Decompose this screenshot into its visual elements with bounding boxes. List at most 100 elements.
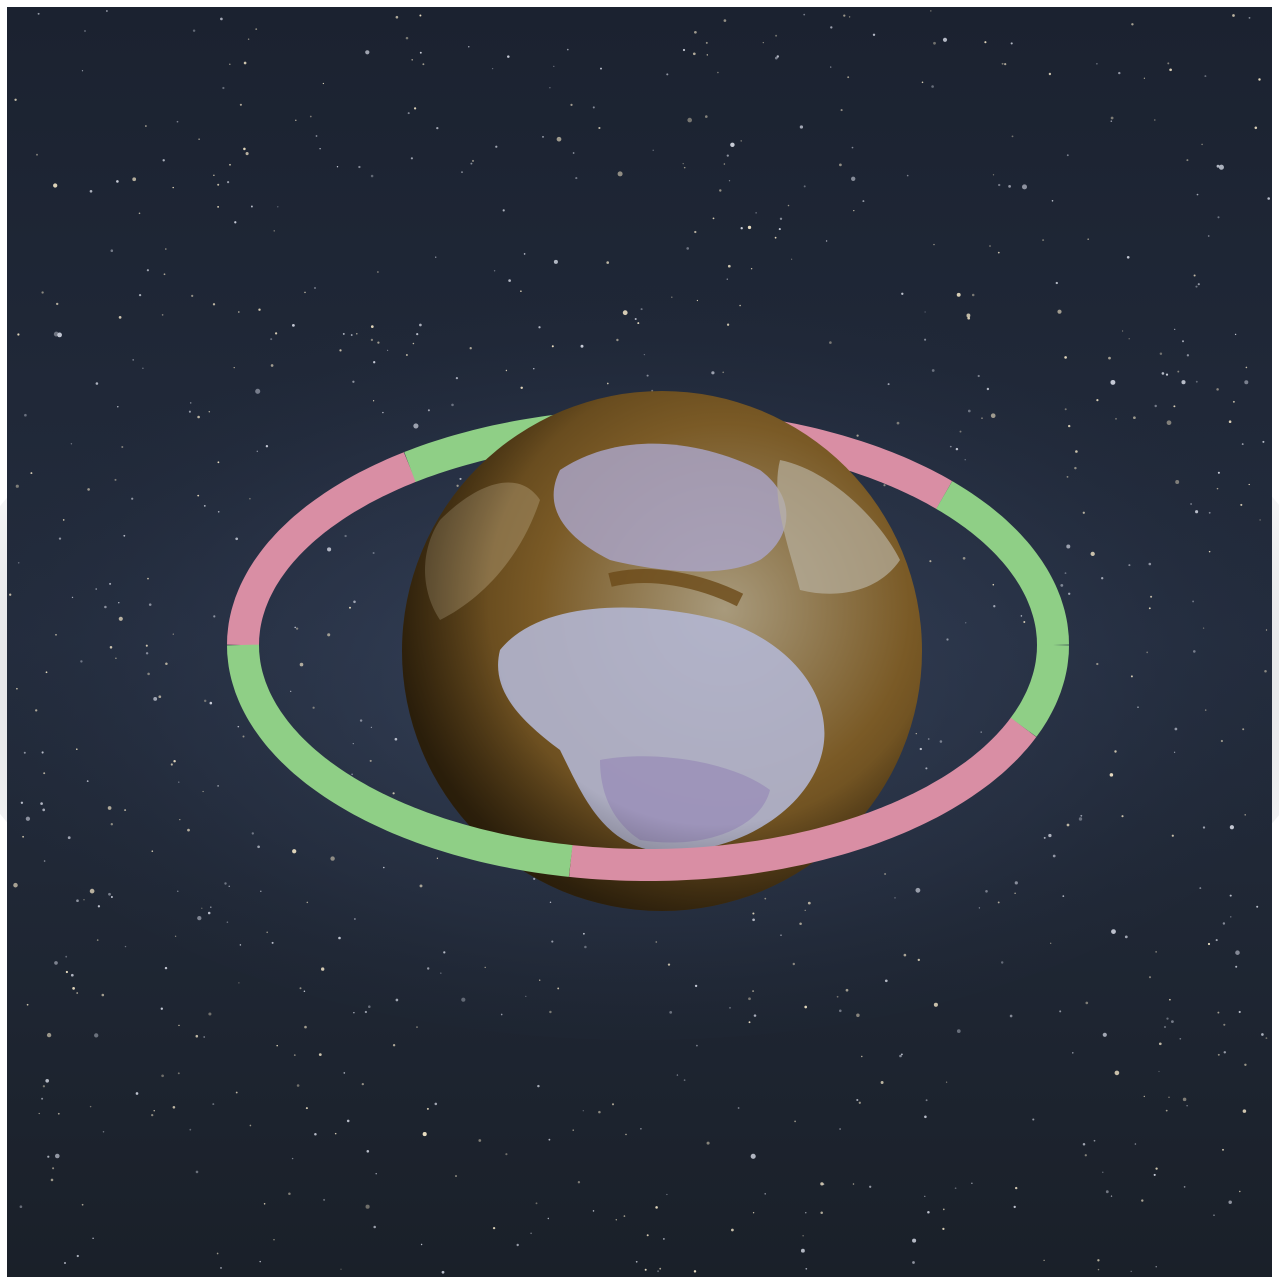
star bbox=[655, 1206, 658, 1209]
star bbox=[177, 1072, 180, 1075]
star bbox=[95, 588, 97, 590]
star bbox=[997, 251, 1000, 254]
star bbox=[142, 367, 144, 370]
star bbox=[1240, 503, 1243, 506]
star bbox=[36, 153, 38, 156]
star bbox=[1222, 922, 1226, 925]
star bbox=[370, 174, 374, 178]
star bbox=[1239, 1190, 1241, 1193]
star bbox=[118, 316, 122, 319]
star bbox=[1244, 380, 1249, 385]
star bbox=[210, 906, 212, 908]
star bbox=[903, 953, 907, 957]
star bbox=[764, 897, 767, 900]
star bbox=[161, 1074, 164, 1078]
star bbox=[305, 1107, 308, 1110]
star bbox=[1014, 892, 1016, 894]
star bbox=[97, 905, 101, 908]
star bbox=[412, 342, 415, 345]
star bbox=[290, 690, 292, 692]
star bbox=[209, 701, 213, 705]
star bbox=[1173, 751, 1176, 753]
star bbox=[427, 409, 430, 412]
star bbox=[616, 338, 619, 342]
star bbox=[1163, 1025, 1167, 1029]
star bbox=[1143, 1095, 1146, 1098]
star bbox=[1043, 836, 1046, 839]
star bbox=[189, 402, 192, 404]
star bbox=[470, 162, 473, 165]
star bbox=[295, 627, 299, 630]
star bbox=[352, 380, 355, 383]
star bbox=[353, 1012, 355, 1014]
star bbox=[47, 1155, 50, 1158]
star bbox=[986, 387, 990, 391]
star bbox=[830, 26, 833, 29]
star bbox=[803, 13, 806, 16]
star bbox=[1042, 239, 1045, 242]
star bbox=[370, 726, 373, 729]
star bbox=[533, 877, 536, 881]
star bbox=[15, 484, 19, 488]
star bbox=[123, 534, 126, 537]
star bbox=[705, 41, 708, 44]
star bbox=[260, 890, 262, 893]
star bbox=[722, 371, 725, 374]
star bbox=[296, 1084, 300, 1087]
star bbox=[455, 1175, 457, 1177]
star bbox=[106, 10, 108, 12]
star bbox=[696, 1044, 698, 1047]
star bbox=[1010, 42, 1013, 45]
star bbox=[644, 1268, 647, 1271]
star bbox=[1130, 1270, 1132, 1273]
star bbox=[237, 725, 240, 728]
star bbox=[392, 792, 395, 795]
star bbox=[1154, 404, 1157, 408]
star bbox=[726, 323, 730, 326]
star bbox=[1066, 475, 1069, 478]
star bbox=[1023, 621, 1026, 623]
star bbox=[292, 849, 297, 854]
star bbox=[1096, 63, 1098, 65]
star bbox=[24, 413, 27, 417]
star bbox=[187, 828, 190, 832]
star bbox=[537, 1084, 540, 1088]
star bbox=[117, 405, 119, 408]
star bbox=[203, 505, 206, 507]
star bbox=[775, 34, 778, 37]
star bbox=[1105, 1190, 1109, 1194]
star bbox=[148, 603, 152, 606]
star bbox=[1220, 739, 1224, 743]
star bbox=[1134, 1143, 1137, 1145]
star bbox=[779, 217, 783, 220]
star bbox=[394, 737, 398, 741]
star bbox=[1114, 750, 1117, 753]
star bbox=[67, 836, 71, 840]
star bbox=[1169, 68, 1172, 72]
star bbox=[373, 1225, 376, 1229]
star bbox=[64, 1262, 66, 1264]
star bbox=[309, 115, 312, 118]
star bbox=[178, 781, 180, 783]
star bbox=[530, 1232, 532, 1235]
star bbox=[933, 41, 936, 45]
star bbox=[1155, 1266, 1157, 1268]
star bbox=[491, 67, 494, 70]
star bbox=[495, 145, 498, 148]
star bbox=[1082, 511, 1085, 514]
star bbox=[84, 30, 86, 32]
star bbox=[682, 48, 686, 52]
star bbox=[94, 1033, 99, 1038]
star bbox=[110, 896, 113, 898]
star bbox=[1048, 833, 1052, 838]
star bbox=[1015, 1186, 1018, 1190]
star bbox=[1115, 417, 1117, 420]
star bbox=[263, 1203, 266, 1205]
star bbox=[750, 1153, 756, 1159]
star bbox=[456, 484, 459, 487]
star bbox=[304, 291, 306, 294]
star bbox=[1201, 143, 1203, 146]
star bbox=[667, 963, 671, 966]
star bbox=[407, 112, 410, 115]
star bbox=[23, 751, 26, 754]
